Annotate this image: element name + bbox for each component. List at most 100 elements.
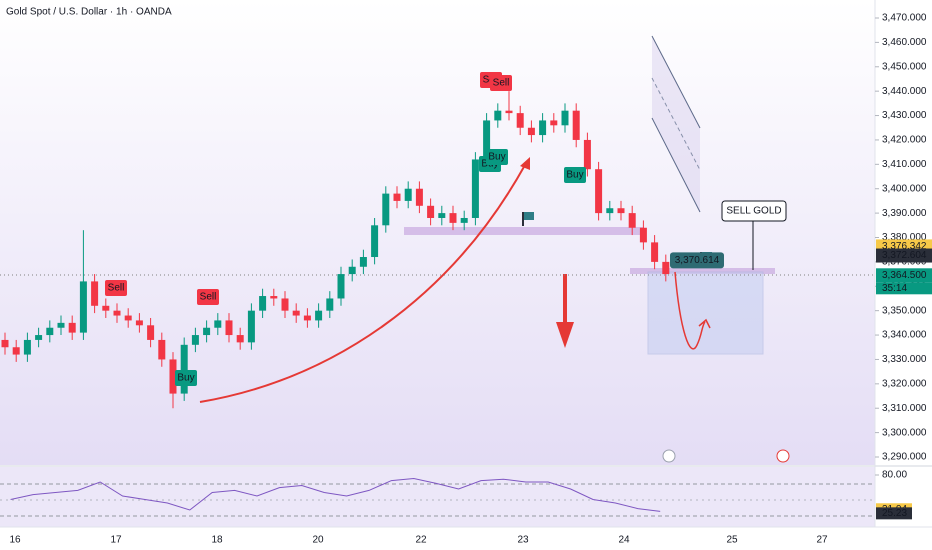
candle-body xyxy=(415,188,423,206)
y-tick-label: 3,300.000 xyxy=(882,427,927,438)
event-icon[interactable] xyxy=(776,449,790,463)
candle-body xyxy=(595,169,603,214)
candle-body xyxy=(303,315,311,321)
x-tick-label: 18 xyxy=(211,535,223,546)
candle-body xyxy=(270,296,278,299)
candle-body xyxy=(135,320,143,326)
candle-body xyxy=(404,188,412,201)
y-tick-label: 3,420.000 xyxy=(882,135,927,146)
candle-body xyxy=(348,266,356,275)
candle-body xyxy=(12,347,20,355)
down-arrow-head xyxy=(556,322,574,348)
rsi-tick-label: 80.00 xyxy=(882,470,907,481)
x-tick-label: 22 xyxy=(415,535,427,546)
candle-body xyxy=(180,344,188,394)
y-tick-label: 3,450.000 xyxy=(882,61,927,72)
y-tick-label: 3,340.000 xyxy=(882,330,927,341)
price-badge-label: 3,372.604 xyxy=(882,250,927,261)
projection-arrow xyxy=(698,318,711,329)
channel-line xyxy=(651,117,701,213)
sell-gold-callout: SELL GOLD xyxy=(721,200,787,222)
signal-badge xyxy=(486,149,508,165)
event-icon[interactable] xyxy=(662,449,676,463)
y-tick-label: 3,470.000 xyxy=(882,13,927,24)
candle-body xyxy=(606,208,614,214)
x-tick-label: 20 xyxy=(312,535,324,546)
y-tick-label: 3,460.000 xyxy=(882,37,927,48)
candle-body xyxy=(359,257,367,267)
candle-body xyxy=(102,305,110,311)
candle-body xyxy=(505,110,513,114)
level-label: 3,370.614 xyxy=(675,255,720,266)
down-arrow-shaft xyxy=(563,274,567,324)
candle-body xyxy=(91,281,99,306)
y-tick-label: 3,310.000 xyxy=(882,403,927,414)
y-tick-label: 3,290.000 xyxy=(882,452,927,463)
candle-body xyxy=(1,339,9,348)
candle-body xyxy=(651,242,659,262)
flag-pole xyxy=(522,212,524,226)
candle-body xyxy=(247,310,255,343)
x-tick-label: 27 xyxy=(816,535,828,546)
candle-body xyxy=(572,110,580,140)
candle-body xyxy=(628,213,636,228)
price-badge xyxy=(876,268,932,283)
y-tick-label: 3,350.000 xyxy=(882,305,927,316)
countdown-badge xyxy=(876,282,932,295)
rsi-pane xyxy=(0,467,875,527)
candle-body xyxy=(68,322,76,333)
candle-body xyxy=(662,261,670,275)
x-tick-label: 16 xyxy=(9,535,21,546)
arrow-head xyxy=(520,157,530,170)
price-badge xyxy=(876,248,932,263)
candle-body xyxy=(337,274,345,299)
rsi-line xyxy=(10,477,661,512)
up-arrow-curve xyxy=(199,164,526,403)
candle-body xyxy=(483,120,491,160)
y-tick-label: 3,330.000 xyxy=(882,354,927,365)
candle-body xyxy=(516,113,524,128)
candle-body xyxy=(203,327,211,336)
candle-body xyxy=(583,139,591,170)
price-badge-label: 3,364.500 xyxy=(882,270,927,281)
candle-body xyxy=(214,320,222,328)
candle-body xyxy=(281,298,289,311)
candle-body xyxy=(393,193,401,201)
x-tick-label: 25 xyxy=(726,535,738,546)
candle-body xyxy=(292,310,300,316)
candle-body xyxy=(527,127,535,136)
candle-body xyxy=(46,327,54,336)
signal-badge xyxy=(197,289,219,305)
signal-badge xyxy=(105,280,127,296)
signal-label: Buy xyxy=(488,152,505,163)
candle-body xyxy=(550,120,558,126)
signal-label: Sell xyxy=(108,283,125,294)
candle-body xyxy=(113,310,121,316)
y-tick-label: 3,400.000 xyxy=(882,183,927,194)
signal-label: Buy xyxy=(566,170,583,181)
candle-body xyxy=(191,335,199,345)
countdown: 35:14 xyxy=(882,283,907,294)
drawings xyxy=(0,35,875,517)
candle-body xyxy=(169,359,177,394)
candle-body xyxy=(539,120,547,136)
candle-body xyxy=(561,110,569,126)
candle-body xyxy=(236,335,244,343)
signal-badge xyxy=(490,75,512,91)
chart-title: Gold Spot / U.S. Dollar · 1h · OANDA xyxy=(6,7,172,18)
candle-body xyxy=(147,325,155,340)
candle-body xyxy=(438,213,446,218)
candle-body xyxy=(35,335,43,340)
signal-label: Buy xyxy=(177,373,194,384)
rsi-badge xyxy=(876,507,912,520)
y-tick-label: 3,440.000 xyxy=(882,86,927,97)
signal-label: Sell xyxy=(200,292,217,303)
candle-body xyxy=(639,227,647,243)
candle-body xyxy=(471,159,479,218)
signal-badge xyxy=(564,167,586,183)
candle-body xyxy=(259,296,267,311)
flag xyxy=(524,212,534,220)
y-tick-label: 3,380.000 xyxy=(882,232,927,243)
candle-body xyxy=(79,281,87,333)
support-zone xyxy=(630,268,775,274)
